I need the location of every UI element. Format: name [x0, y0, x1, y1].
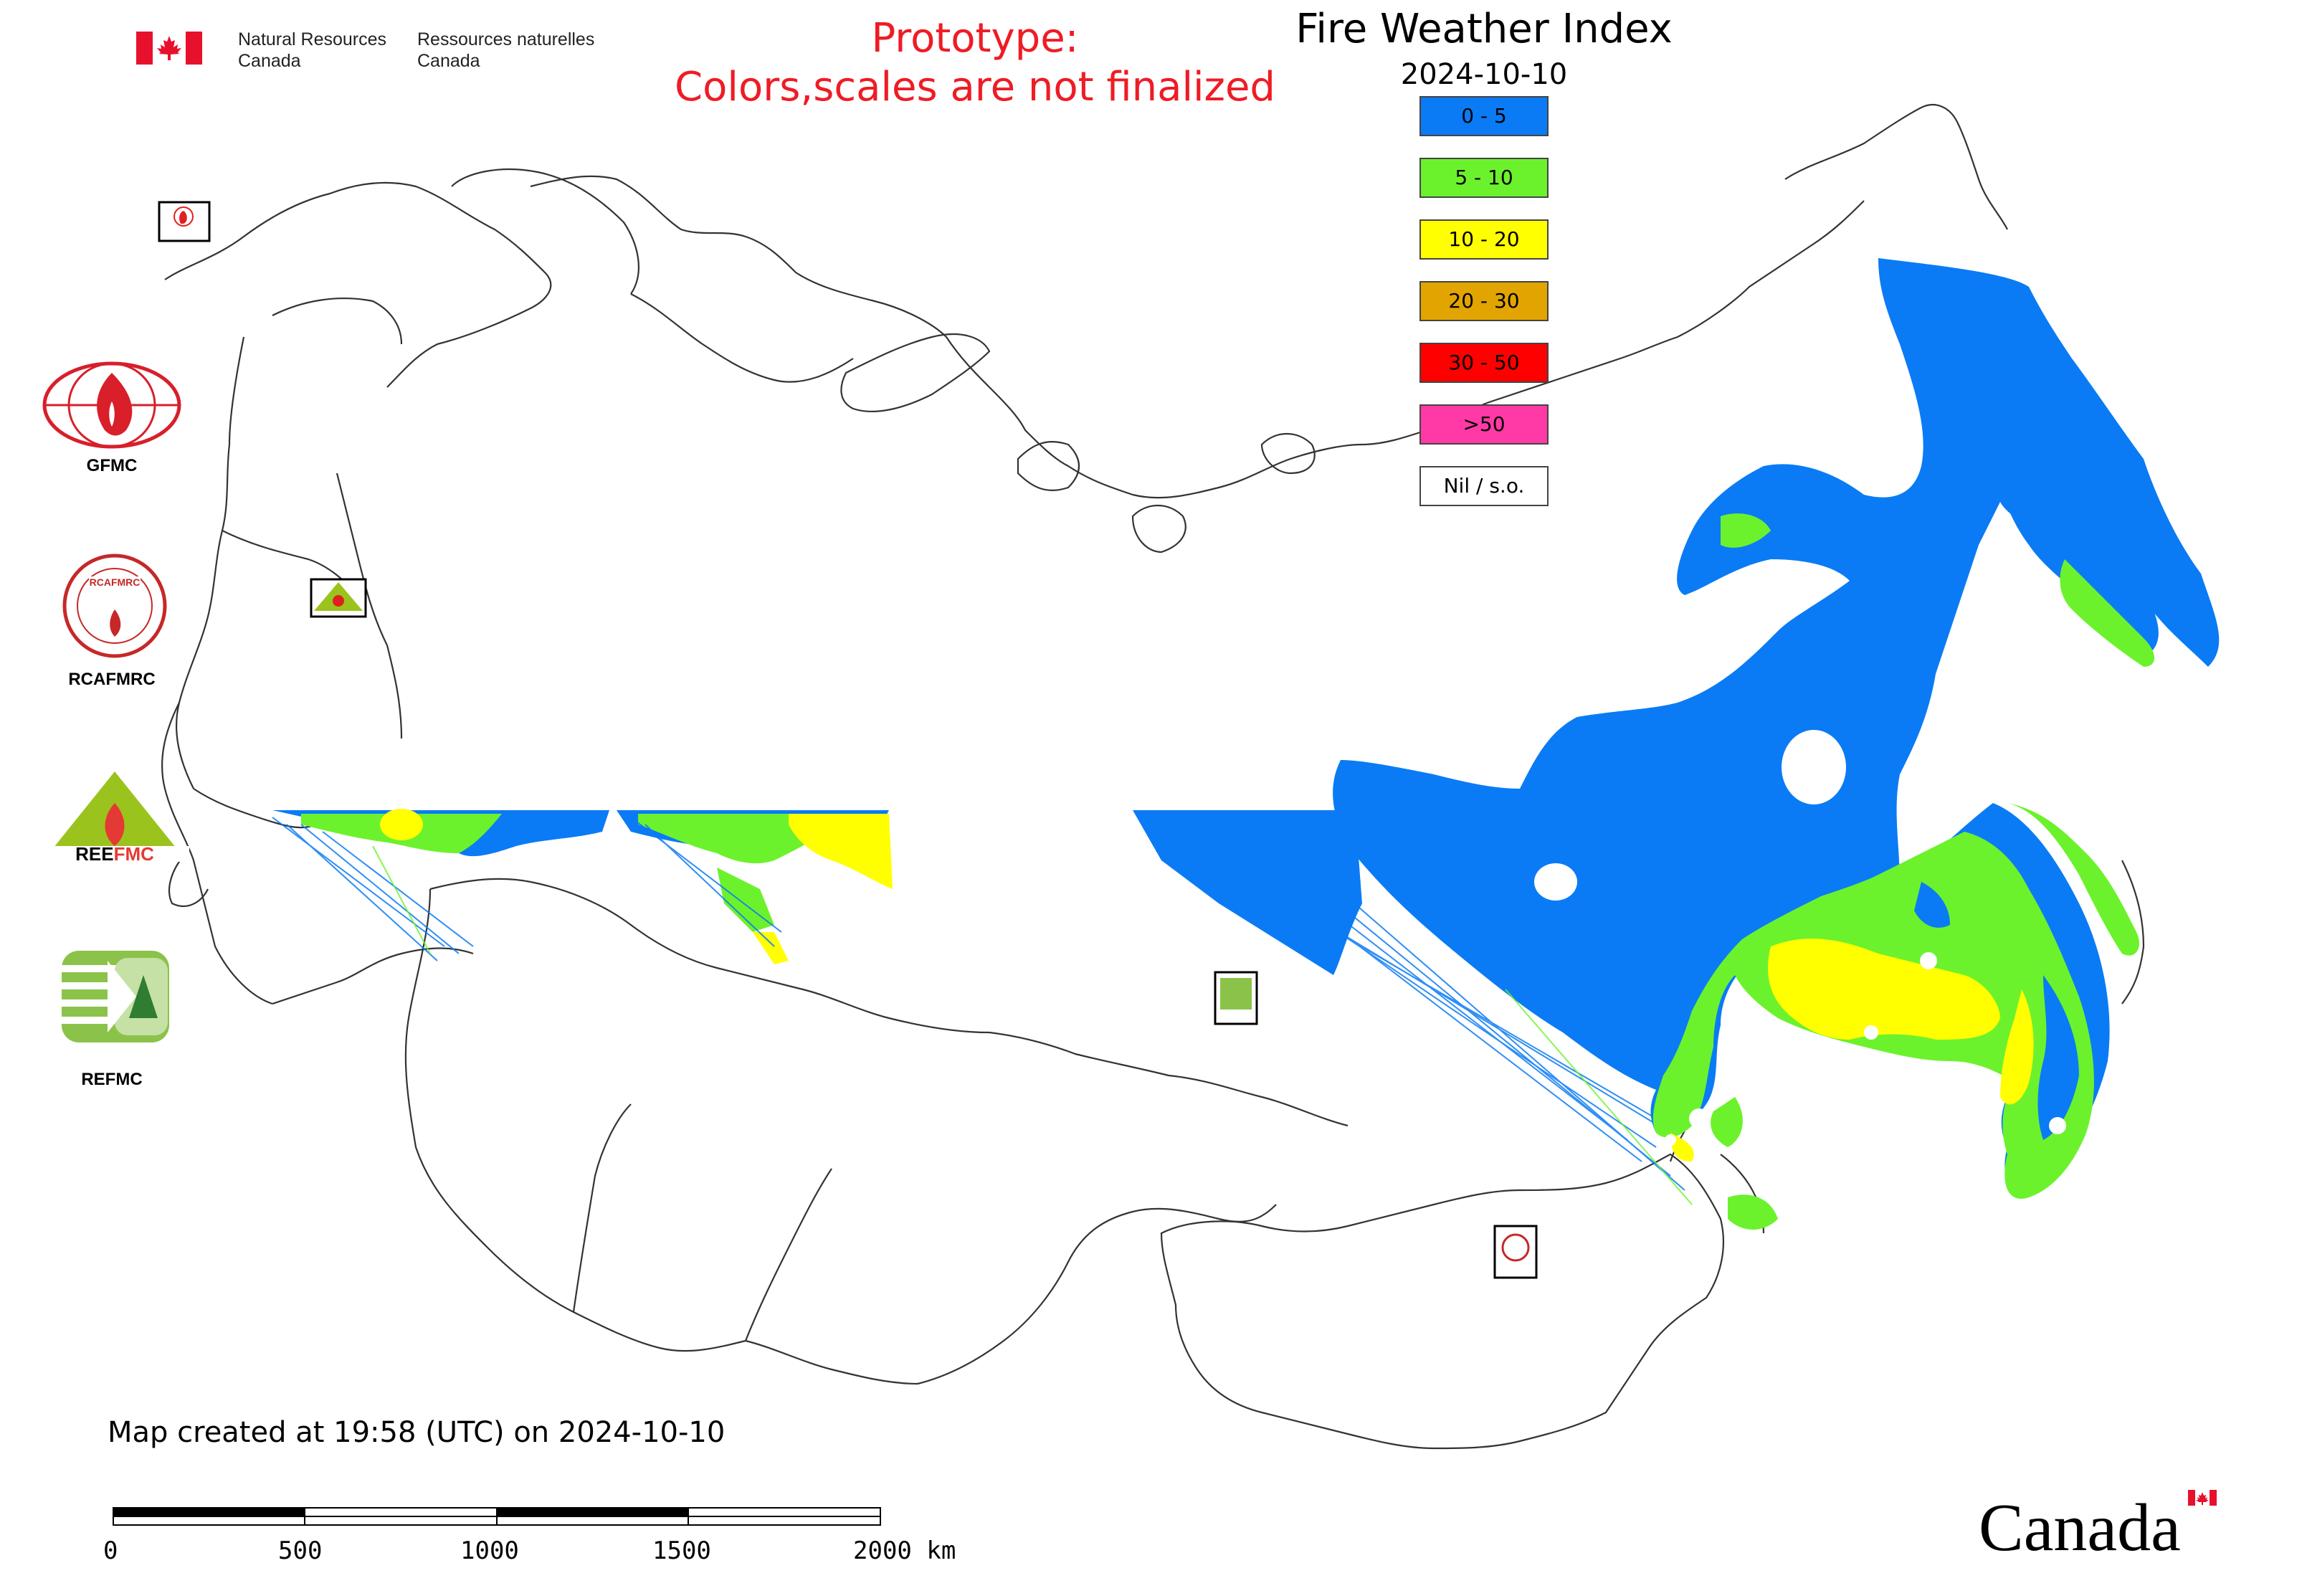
- legend-item: 30 - 50: [1419, 343, 1549, 383]
- org-en-line2: Canada: [238, 51, 301, 71]
- map-logo-markers: [158, 201, 1538, 1279]
- country-borders: [161, 104, 2145, 1450]
- svg-text:RCAFMRC: RCAFMRC: [90, 576, 141, 588]
- prototype-line2: Colors,scales are not finalized: [675, 64, 1275, 110]
- legend-label: 5 - 10: [1455, 166, 1513, 189]
- reefmc-logo: REEFMC: [40, 771, 189, 865]
- legend-item: 0 - 5: [1419, 96, 1549, 136]
- refmc-label: REFMC: [81, 1070, 143, 1089]
- svg-text:REEFMC: REEFMC: [75, 843, 154, 865]
- org-fr-line2: Canada: [417, 51, 480, 71]
- legend-label: >50: [1462, 412, 1506, 436]
- canada-wordmark: Canada: [1979, 1484, 2237, 1570]
- legend-label: 30 - 50: [1448, 351, 1520, 374]
- org-fr-line1: Ressources naturelles: [417, 29, 595, 49]
- legend-item: >50: [1419, 404, 1549, 445]
- legend-label: Nil / s.o.: [1443, 474, 1525, 498]
- rcafmrc-label: RCAFMRC: [68, 670, 156, 689]
- gfmc-logo: [42, 361, 181, 449]
- wordmark-flag-icon: [2188, 1490, 2217, 1506]
- scale-label: 0: [103, 1536, 118, 1565]
- legend-item: 10 - 20: [1419, 219, 1549, 260]
- rcafmrc-logo: RCAFMRC: [62, 554, 167, 658]
- scale-label: 500: [278, 1536, 323, 1565]
- map-created-text: Map created at 19:58 (UTC) on 2024-10-10: [108, 1416, 726, 1449]
- scale-label: 1000: [460, 1536, 519, 1565]
- legend-label: 20 - 30: [1448, 289, 1520, 313]
- legend-item: 20 - 30: [1419, 281, 1549, 321]
- gfmc-label: GFMC: [86, 456, 138, 475]
- refmc-logo: [62, 951, 169, 1042]
- scale-label: 1500: [652, 1536, 711, 1565]
- legend-item: Nil / s.o.: [1419, 466, 1549, 506]
- nrcan-signature: Natural Resources Canada Ressources natu…: [136, 29, 609, 79]
- fwi-raster: [272, 258, 2220, 1230]
- canada-flag-icon: [136, 32, 202, 65]
- legend-label: 10 - 20: [1448, 227, 1520, 251]
- org-en-line1: Natural Resources: [238, 29, 387, 49]
- prototype-notice: Prototype: Colors,scales are not finaliz…: [631, 14, 1319, 112]
- legend-item: 5 - 10: [1419, 158, 1549, 198]
- scale-bar: 0 500 1000 1500 2000 km: [103, 1502, 968, 1588]
- legend-label: 0 - 5: [1461, 104, 1507, 128]
- canada-wordmark-text: Canada: [1979, 1491, 2181, 1565]
- scale-label: 2000 km: [853, 1536, 956, 1565]
- map-date: 2024-10-10: [1400, 58, 1568, 91]
- map-title: Fire Weather Index: [1295, 6, 1673, 52]
- scale-bar-graphic: [113, 1507, 881, 1526]
- prototype-line1: Prototype:: [871, 15, 1079, 62]
